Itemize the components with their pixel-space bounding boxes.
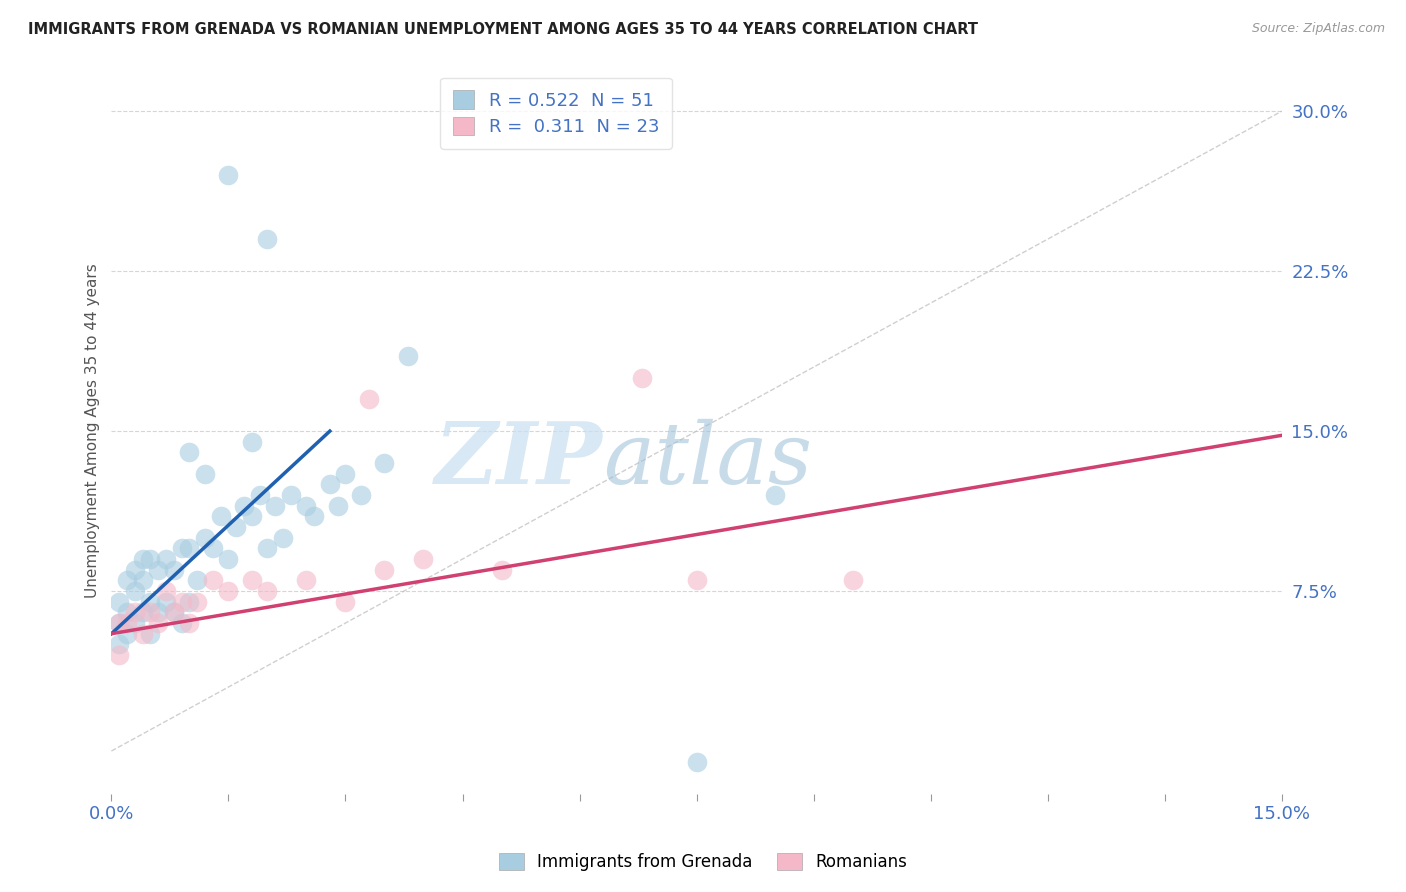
Point xyxy=(170,541,193,556)
Point xyxy=(170,615,193,630)
Point xyxy=(763,488,786,502)
Point xyxy=(131,606,153,620)
Point xyxy=(148,615,170,630)
Point xyxy=(256,584,278,599)
Point xyxy=(491,563,513,577)
Point xyxy=(240,574,263,588)
Point xyxy=(240,434,263,449)
Point xyxy=(685,755,707,769)
Point xyxy=(163,563,186,577)
Point xyxy=(225,520,247,534)
Text: Source: ZipAtlas.com: Source: ZipAtlas.com xyxy=(1251,22,1385,36)
Point xyxy=(179,595,201,609)
Point xyxy=(326,499,349,513)
Point xyxy=(155,595,177,609)
Point xyxy=(357,392,380,406)
Point xyxy=(108,615,131,630)
Legend: R = 0.522  N = 51, R =  0.311  N = 23: R = 0.522 N = 51, R = 0.311 N = 23 xyxy=(440,78,672,149)
Point xyxy=(179,541,201,556)
Y-axis label: Unemployment Among Ages 35 to 44 years: Unemployment Among Ages 35 to 44 years xyxy=(86,264,100,599)
Point xyxy=(179,615,201,630)
Point xyxy=(108,637,131,651)
Point xyxy=(264,499,287,513)
Point xyxy=(217,168,239,182)
Point xyxy=(139,552,162,566)
Point xyxy=(217,584,239,599)
Point xyxy=(350,488,373,502)
Point xyxy=(108,615,131,630)
Point xyxy=(139,595,162,609)
Point xyxy=(201,574,224,588)
Point xyxy=(124,606,146,620)
Point xyxy=(163,606,186,620)
Point xyxy=(631,371,654,385)
Point xyxy=(179,445,201,459)
Point xyxy=(131,574,153,588)
Point xyxy=(233,499,256,513)
Point xyxy=(186,574,208,588)
Point xyxy=(139,606,162,620)
Point xyxy=(271,531,294,545)
Point xyxy=(131,626,153,640)
Point xyxy=(131,552,153,566)
Point xyxy=(148,563,170,577)
Point xyxy=(115,606,138,620)
Point xyxy=(194,531,217,545)
Point xyxy=(115,574,138,588)
Point xyxy=(396,350,419,364)
Point xyxy=(373,456,395,470)
Point xyxy=(319,477,342,491)
Point xyxy=(124,563,146,577)
Text: IMMIGRANTS FROM GRENADA VS ROMANIAN UNEMPLOYMENT AMONG AGES 35 TO 44 YEARS CORRE: IMMIGRANTS FROM GRENADA VS ROMANIAN UNEM… xyxy=(28,22,979,37)
Text: atlas: atlas xyxy=(603,418,813,501)
Point xyxy=(209,509,232,524)
Point xyxy=(412,552,434,566)
Point xyxy=(335,467,357,481)
Point xyxy=(249,488,271,502)
Point xyxy=(108,595,131,609)
Point xyxy=(148,606,170,620)
Point xyxy=(335,595,357,609)
Point xyxy=(256,232,278,246)
Point xyxy=(108,648,131,662)
Point xyxy=(124,615,146,630)
Point xyxy=(256,541,278,556)
Point xyxy=(217,552,239,566)
Point xyxy=(373,563,395,577)
Point xyxy=(170,595,193,609)
Point xyxy=(841,574,863,588)
Point xyxy=(280,488,302,502)
Point xyxy=(186,595,208,609)
Point xyxy=(124,584,146,599)
Legend: Immigrants from Grenada, Romanians: Immigrants from Grenada, Romanians xyxy=(491,845,915,880)
Point xyxy=(304,509,326,524)
Point xyxy=(295,499,318,513)
Point xyxy=(163,606,186,620)
Point xyxy=(295,574,318,588)
Point xyxy=(115,626,138,640)
Point xyxy=(240,509,263,524)
Point xyxy=(115,615,138,630)
Point xyxy=(155,552,177,566)
Point xyxy=(685,574,707,588)
Point xyxy=(201,541,224,556)
Point xyxy=(155,584,177,599)
Text: ZIP: ZIP xyxy=(434,418,603,502)
Point xyxy=(139,626,162,640)
Point xyxy=(194,467,217,481)
